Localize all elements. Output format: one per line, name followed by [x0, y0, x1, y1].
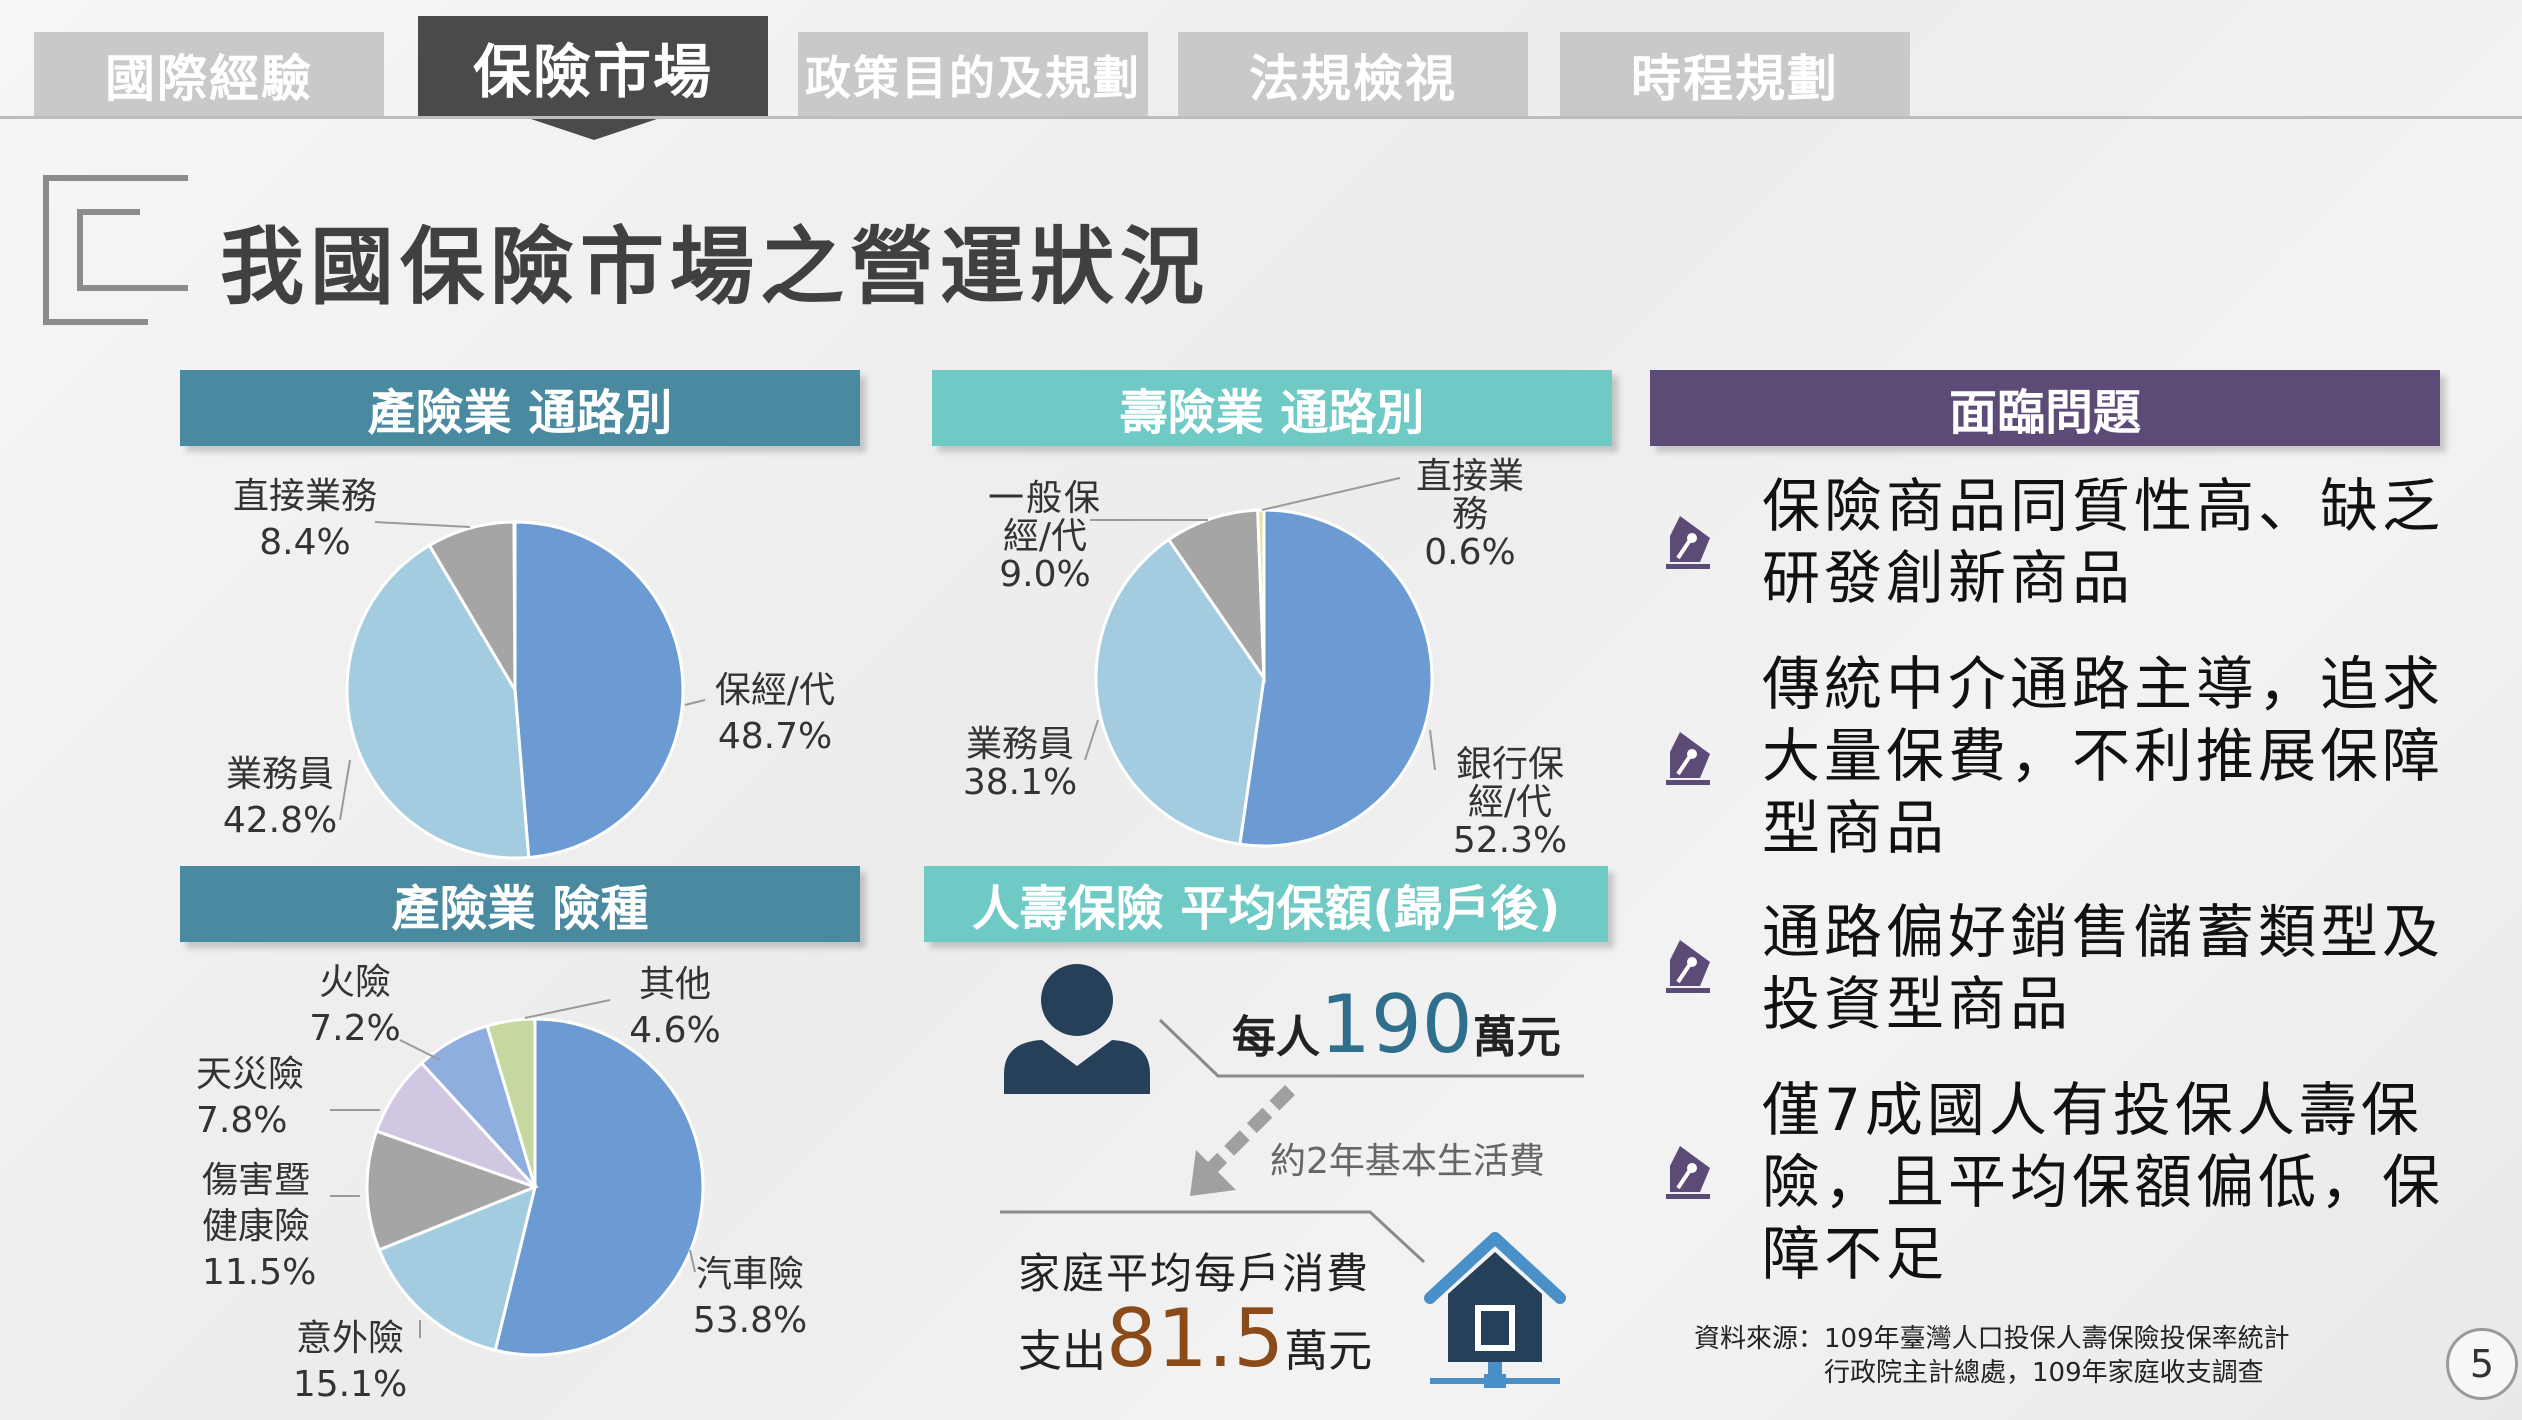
issue-line: 通路偏好銷售儲蓄類型及	[1762, 898, 2445, 966]
page-number: 5	[2446, 1328, 2518, 1400]
property-types-label-auto: 汽車險 53.8%	[692, 1254, 808, 1341]
active-tab-pointer	[528, 118, 660, 140]
life-channel-pie-slice-1	[1094, 537, 1266, 846]
household-spending: 支出81.5萬元	[1018, 1292, 1373, 1385]
property-channel-pie-slice-2	[427, 520, 517, 696]
issue-line: 投資型商品	[1762, 970, 2073, 1038]
life-coverage-header: 人壽保險 平均保額(歸戶後)	[924, 866, 1608, 942]
leader-line	[374, 521, 471, 528]
issue-line: 大量保費，不利推展保障	[1762, 722, 2445, 790]
source-note: 資料來源：109年臺灣人口投保人壽保險投保率統計 行政院主計總處，109年家庭收…	[1694, 1324, 2290, 1388]
house-icon	[1424, 1232, 1566, 1388]
property-types-label-accident: 意外險 15.1%	[292, 1318, 408, 1405]
property-types-header: 產險業 險種	[180, 866, 860, 942]
property-types-pie-slice-1	[377, 1184, 538, 1353]
life-channel-header: 壽險業 通路別	[932, 370, 1612, 446]
leader-line	[689, 1249, 696, 1273]
issue-line: 險，且平均保額偏低，保	[1762, 1148, 2445, 1216]
property-channel-label-agent: 業務員 42.8%	[222, 754, 338, 841]
leader-line	[1084, 719, 1099, 761]
issue-line: 傳統中介通路主導，追求	[1762, 650, 2445, 718]
issue-line: 研發創新商品	[1762, 544, 2135, 612]
issue-item: 通路偏好銷售儲蓄類型及 投資型商品	[1762, 896, 2444, 1040]
property-channel-pie-slice-0	[513, 520, 685, 860]
property-types-label-fire: 火險 7.2%	[309, 962, 401, 1049]
per-person-coverage: 每人190萬元	[1232, 978, 1561, 1071]
life-channel-pie-slice-2	[1166, 508, 1266, 684]
life-channel-label-agent: 業務員 38.1%	[962, 724, 1078, 803]
life-channel-label-bank: 銀行保 經/代 52.3%	[1452, 744, 1568, 861]
title-bracket-icon	[43, 175, 188, 325]
pen-icon	[1666, 732, 1710, 785]
leader-line	[684, 699, 706, 706]
living-cost-note: 約2年基本生活費	[1270, 1141, 1545, 1182]
issue-item: 僅7成國人有投保人壽保 險，且平均保額偏低，保 障不足	[1762, 1074, 2444, 1290]
life-channel-label-general-broker: 一般保 經/代 9.0%	[987, 478, 1102, 595]
issue-line: 型商品	[1762, 794, 1949, 862]
property-types-label-disaster: 天災險 7.8%	[196, 1054, 305, 1141]
pen-icon	[1666, 1146, 1710, 1199]
issue-line: 保險商品同質性高、缺乏	[1762, 472, 2445, 540]
property-channel-header: 產險業 通路別	[180, 370, 860, 446]
property-types-label-health: 傷害暨 健康險 11.5%	[202, 1160, 317, 1293]
property-types-pie-slice-2	[365, 1129, 540, 1252]
leader-line	[1429, 729, 1436, 771]
property-channel-pie	[345, 520, 685, 860]
property-types-pie-slice-0	[493, 1017, 705, 1357]
leader-line	[339, 759, 351, 821]
issues-header: 面臨問題	[1650, 370, 2440, 446]
tab-schedule[interactable]: 時程規劃	[1560, 32, 1910, 118]
issue-item: 傳統中介通路主導，追求 大量保費，不利推展保障 型商品	[1762, 648, 2444, 864]
property-channel-label-broker: 保經/代 48.7%	[714, 670, 836, 757]
property-channel-pie-slice-1	[345, 543, 531, 860]
tab-insurance-market[interactable]: 保險市場	[418, 16, 768, 118]
person-icon	[1004, 964, 1150, 1094]
tab-divider	[0, 116, 2522, 119]
leader-line	[1261, 477, 1401, 511]
coverage-connector	[1158, 1018, 1584, 1078]
property-channel-label-direct: 直接業務 8.4%	[232, 476, 377, 563]
dashed-arrow-icon	[1190, 1085, 1295, 1196]
issue-item: 保險商品同質性高、缺乏 研發創新商品	[1762, 470, 2444, 614]
life-channel-pie-slice-0	[1238, 508, 1434, 848]
tab-policy[interactable]: 政策目的及規劃	[798, 32, 1148, 118]
tab-international[interactable]: 國際經驗	[34, 32, 384, 118]
leader-line	[524, 999, 611, 1019]
tab-regulation[interactable]: 法規檢視	[1178, 32, 1528, 118]
leader-line	[399, 1039, 441, 1061]
pen-icon	[1666, 516, 1710, 569]
property-types-label-other: 其他 4.6%	[629, 964, 721, 1051]
property-types-pie-slice-5	[485, 1017, 537, 1188]
household-line1: 家庭平均每戶消費	[1018, 1249, 1371, 1298]
issue-line: 僅7成國人有投保人壽保	[1762, 1076, 2423, 1144]
page-title: 我國保險市場之營運狀況	[220, 218, 1211, 316]
household-connector	[1000, 1210, 1426, 1264]
pen-icon	[1666, 940, 1710, 993]
property-types-pie	[365, 1017, 705, 1357]
issue-line: 障不足	[1762, 1220, 1949, 1288]
life-channel-label-direct: 直接業務 0.6%	[1415, 456, 1524, 573]
life-channel-pie	[1094, 508, 1434, 848]
